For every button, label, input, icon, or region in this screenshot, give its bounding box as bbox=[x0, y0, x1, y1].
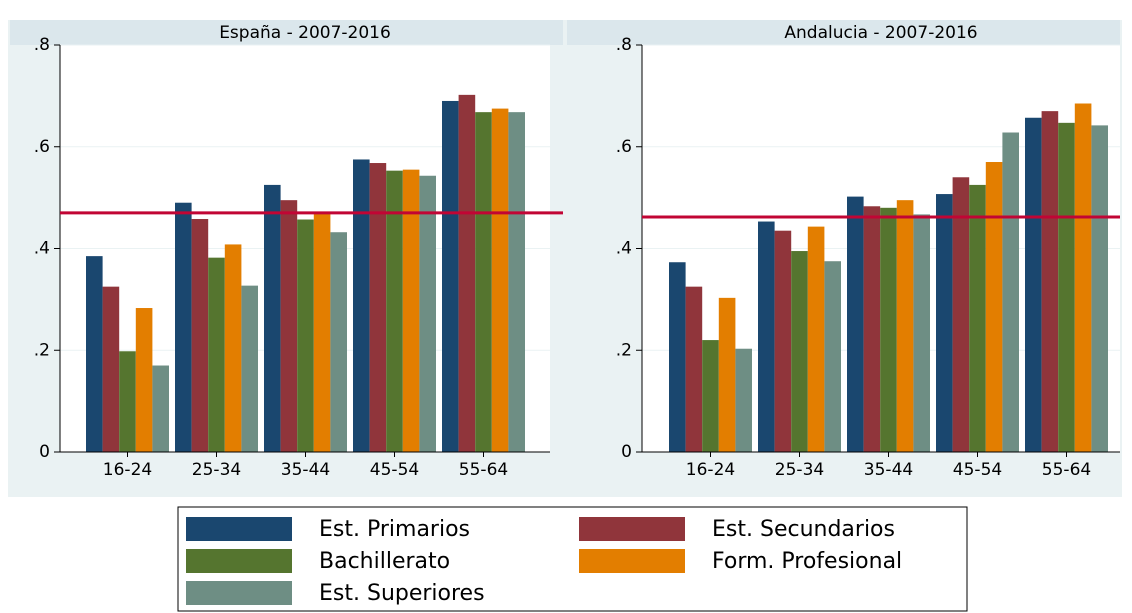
bar bbox=[952, 177, 970, 452]
x-tick-label: 25-34 bbox=[775, 460, 824, 480]
y-tick-label: 0 bbox=[621, 442, 632, 462]
x-tick-label: 45-54 bbox=[953, 460, 1002, 480]
bar bbox=[824, 261, 841, 452]
x-tick-label: 45-54 bbox=[370, 460, 419, 480]
legend-swatch bbox=[579, 549, 685, 573]
bar bbox=[1058, 122, 1075, 453]
bar bbox=[1074, 103, 1092, 452]
title-strip bbox=[567, 20, 1120, 45]
bar bbox=[119, 351, 136, 452]
bar bbox=[774, 230, 792, 452]
bar bbox=[330, 232, 347, 452]
y-tick-label: .6 bbox=[616, 137, 632, 157]
bar bbox=[353, 159, 370, 452]
bar bbox=[880, 207, 897, 452]
bar bbox=[102, 286, 120, 452]
bar bbox=[280, 200, 298, 452]
y-tick-label: .8 bbox=[34, 35, 50, 55]
bar bbox=[1025, 117, 1042, 452]
bar bbox=[702, 340, 719, 452]
y-tick-label: .4 bbox=[34, 239, 50, 259]
legend-swatch bbox=[579, 517, 685, 541]
x-tick-label: 25-34 bbox=[192, 460, 241, 480]
bar bbox=[369, 163, 387, 452]
legend-text: Form. Profesional bbox=[712, 549, 902, 574]
x-tick-label: 55-64 bbox=[459, 460, 508, 480]
bar bbox=[807, 226, 825, 452]
bar bbox=[936, 194, 953, 452]
legend-text: Est. Secundarios bbox=[712, 517, 895, 542]
legend-swatch bbox=[186, 581, 292, 605]
bar bbox=[791, 251, 808, 452]
legend-text: Bachillerato bbox=[319, 549, 450, 574]
bar bbox=[491, 108, 509, 452]
x-tick-label: 16-24 bbox=[103, 460, 152, 480]
y-tick-label: 0 bbox=[39, 442, 50, 462]
chart-title: Andalucia - 2007-2016 bbox=[784, 23, 977, 43]
bar bbox=[191, 218, 209, 452]
bar bbox=[896, 200, 914, 452]
legend-text: Est. Superiores bbox=[319, 581, 485, 606]
legend-swatch bbox=[186, 517, 292, 541]
bar bbox=[847, 196, 864, 452]
y-tick-label: .2 bbox=[616, 340, 632, 360]
y-tick-label: .6 bbox=[34, 137, 50, 157]
bar bbox=[863, 206, 881, 452]
bar bbox=[475, 112, 492, 452]
bar bbox=[1002, 132, 1019, 452]
bar bbox=[669, 262, 686, 452]
bar bbox=[985, 162, 1003, 452]
legend-swatch bbox=[186, 549, 292, 573]
bar bbox=[402, 169, 420, 453]
bar bbox=[913, 214, 930, 452]
x-tick-label: 55-64 bbox=[1042, 460, 1091, 480]
y-tick-label: .8 bbox=[616, 35, 632, 55]
bar bbox=[386, 170, 403, 452]
bar bbox=[419, 175, 436, 452]
bar bbox=[685, 286, 703, 452]
y-tick-label: .4 bbox=[616, 239, 632, 259]
bar bbox=[175, 202, 192, 452]
bar bbox=[1041, 111, 1059, 452]
x-tick-label: 35-44 bbox=[281, 460, 330, 480]
bar bbox=[86, 256, 103, 452]
bar bbox=[1091, 125, 1108, 452]
bar bbox=[313, 211, 331, 452]
bar bbox=[135, 308, 153, 452]
y-tick-label: .2 bbox=[34, 340, 50, 360]
bar bbox=[458, 94, 476, 453]
bar bbox=[297, 219, 314, 452]
bar bbox=[264, 184, 281, 452]
x-tick-label: 35-44 bbox=[864, 460, 913, 480]
bar bbox=[758, 221, 775, 452]
bar bbox=[152, 365, 169, 452]
bar bbox=[718, 297, 736, 452]
chart-title: España - 2007-2016 bbox=[219, 23, 391, 43]
bar bbox=[241, 285, 258, 452]
bar bbox=[969, 184, 986, 452]
bar bbox=[442, 100, 459, 453]
bar bbox=[508, 112, 525, 452]
legend-box bbox=[177, 506, 968, 612]
bar bbox=[224, 244, 242, 452]
bar bbox=[735, 348, 752, 452]
title-strip bbox=[10, 20, 563, 45]
x-tick-label: 16-24 bbox=[686, 460, 735, 480]
bar bbox=[208, 257, 225, 452]
legend-text: Est. Primarios bbox=[319, 517, 470, 542]
